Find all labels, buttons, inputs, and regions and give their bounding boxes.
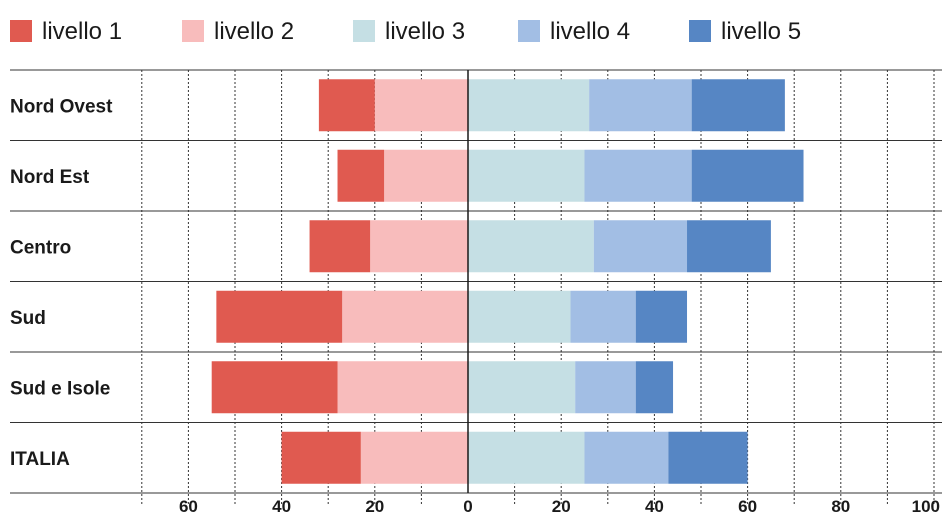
bar-4 (589, 79, 692, 132)
x-tick-label: 60 (179, 497, 198, 516)
legend-label-4: livello 4 (550, 18, 630, 45)
bar-4 (575, 361, 636, 414)
bar-4 (584, 431, 669, 484)
category-label: ITALIA (10, 449, 70, 470)
category-label: Sud (10, 308, 46, 329)
legend-swatch-4 (518, 20, 540, 42)
bar-4 (593, 220, 688, 273)
bar-1 (309, 220, 371, 273)
bar-2 (370, 220, 468, 273)
bar-5 (691, 149, 804, 202)
bar-3 (468, 431, 585, 484)
x-tick-label: 20 (365, 497, 384, 516)
x-tick-label: 40 (272, 497, 291, 516)
x-tick-label: 0 (463, 497, 472, 516)
legend-swatch-2 (182, 20, 204, 42)
category-label: Sud e Isole (10, 378, 110, 399)
bar-3 (468, 290, 571, 343)
bar-5 (687, 220, 771, 273)
bar-2 (384, 149, 468, 202)
x-tick-label: 100 (912, 497, 940, 516)
legend-label-1: livello 1 (42, 18, 122, 45)
bar-3 (468, 361, 576, 414)
bar-3 (468, 220, 594, 273)
x-tick-label: 60 (738, 497, 757, 516)
bar-2 (342, 290, 468, 343)
x-axis: 60 40 20 0 20 40 60 80 100 (179, 70, 940, 516)
bar-5 (668, 431, 748, 484)
legend-label-2: livello 2 (214, 18, 294, 45)
legend-label-5: livello 5 (721, 18, 801, 45)
category-label: Nord Est (10, 167, 90, 188)
bar-1 (211, 361, 338, 414)
bar-1 (281, 431, 361, 484)
legend-swatch-1 (10, 20, 32, 42)
category-rows: Nord Ovest Nord Est Centro Sud Sud e Isole IT… (10, 69, 942, 494)
bar-1 (318, 79, 375, 132)
category-label: Centro (10, 237, 71, 258)
bars (211, 79, 804, 484)
bar-2 (374, 79, 468, 132)
legend: livello 1 livello 2 livello 3 livello 4 live… (10, 18, 801, 45)
legend-swatch-5 (689, 20, 711, 42)
bar-2 (360, 431, 468, 484)
bar-3 (468, 79, 590, 132)
bar-1 (216, 290, 343, 343)
bar-5 (691, 79, 785, 132)
bar-4 (570, 290, 636, 343)
x-tick-label: 20 (552, 497, 571, 516)
legend-swatch-3 (353, 20, 375, 42)
bar-4 (584, 149, 692, 202)
bar-5 (635, 290, 688, 343)
legend-label-3: livello 3 (385, 18, 465, 45)
bar-1 (337, 149, 385, 202)
bar-2 (337, 361, 468, 414)
category-label: Nord Ovest (10, 96, 113, 117)
bar-5 (635, 361, 674, 414)
grid (141, 70, 935, 506)
x-tick-label: 80 (831, 497, 850, 516)
x-tick-label: 40 (645, 497, 664, 516)
bar-3 (468, 149, 585, 202)
